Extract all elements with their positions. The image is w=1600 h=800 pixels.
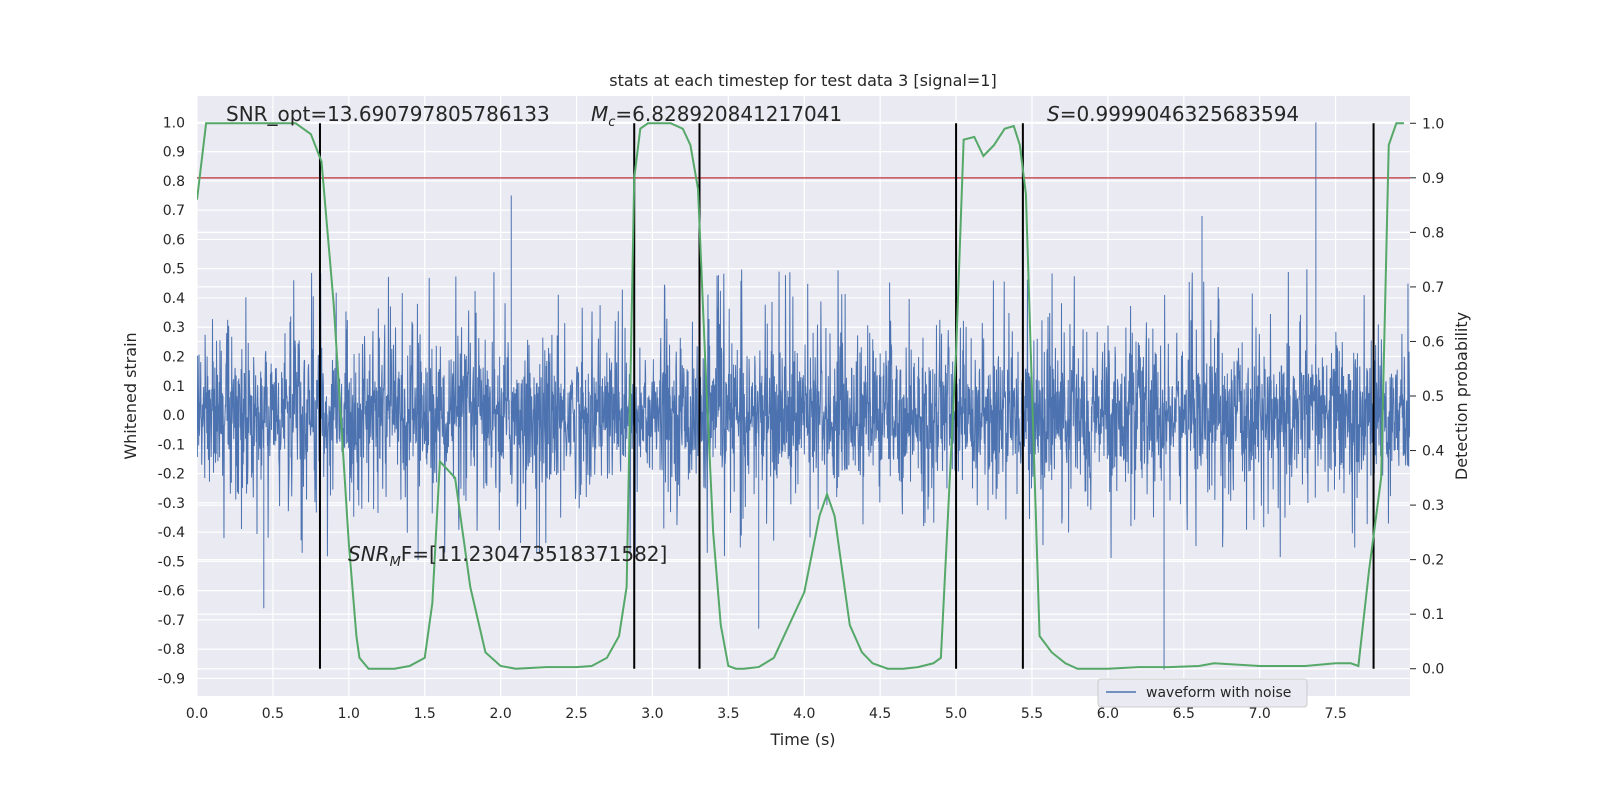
x-tick-label: 4.5 bbox=[869, 706, 891, 722]
y-tick-label: -0.9 bbox=[158, 671, 185, 687]
snrmf-value: F=[11.230473518371582] bbox=[401, 542, 668, 566]
snrmf-symbol: SNR bbox=[348, 542, 390, 566]
legend-box bbox=[1097, 678, 1308, 708]
s-symbol: S bbox=[1047, 102, 1060, 126]
y2-tick-label: 0.0 bbox=[1422, 662, 1444, 678]
probability-series bbox=[197, 122, 1404, 670]
x-tick-label: 3.0 bbox=[641, 706, 663, 722]
y-tick-label: -0.2 bbox=[158, 467, 185, 483]
y2-tick-label: 0.3 bbox=[1422, 498, 1444, 514]
waveform-with-noise-line bbox=[197, 122, 1410, 670]
x-tick-label: 3.5 bbox=[717, 706, 739, 722]
y-tick-label: 0.1 bbox=[163, 379, 185, 395]
y2-tick-label: 0.5 bbox=[1422, 389, 1444, 405]
y-tick-label: -0.3 bbox=[158, 496, 185, 512]
x-tick-label: 7.0 bbox=[1249, 706, 1271, 722]
y-tick-label: 0.8 bbox=[163, 174, 185, 190]
y-tick-label: -0.7 bbox=[158, 613, 185, 629]
y-tick-label: -0.8 bbox=[158, 642, 185, 658]
y-tick-label: 0.0 bbox=[163, 408, 185, 424]
x-axis-label: Time (s) bbox=[769, 730, 835, 749]
x-tick-label: 0.5 bbox=[262, 706, 284, 722]
mc-subscript: c bbox=[608, 115, 615, 130]
y2-tick-label: 0.8 bbox=[1422, 225, 1444, 241]
snr-opt-annotation: SNR_opt=13.690797805786133 bbox=[226, 102, 550, 126]
y2-tick-label: 1.0 bbox=[1422, 116, 1444, 132]
y2-axis-ticks: 1.0 0.9 0.8 0.7 0.6 0.5 0.4 0.3 0.2 0.1 0.0 bbox=[1410, 116, 1444, 678]
x-tick-label: 2.5 bbox=[565, 706, 587, 722]
detection-probability-line bbox=[197, 122, 1404, 670]
mc-symbol: M bbox=[591, 102, 608, 126]
y2-tick-label: 0.1 bbox=[1422, 607, 1444, 623]
y2-tick-label: 0.9 bbox=[1422, 171, 1444, 187]
y-tick-label: 0.5 bbox=[163, 262, 185, 278]
waveform-series bbox=[197, 122, 1410, 670]
y-tick-label: 0.7 bbox=[163, 203, 185, 219]
snrmf-subscript: M bbox=[390, 555, 401, 570]
x-tick-label: 1.0 bbox=[338, 706, 360, 722]
y-axis-label: Whitened strain bbox=[121, 332, 140, 459]
y-tick-label: -0.5 bbox=[158, 554, 185, 570]
x-tick-label: 7.5 bbox=[1324, 706, 1346, 722]
y-tick-label: 0.6 bbox=[163, 232, 185, 248]
y-tick-label: 1.0 bbox=[163, 115, 185, 131]
mc-value: =6.828920841217041 bbox=[615, 102, 842, 126]
x-tick-label: 0.0 bbox=[186, 706, 208, 722]
y2-tick-label: 0.7 bbox=[1422, 280, 1444, 296]
x-tick-label: 5.0 bbox=[945, 706, 967, 722]
x-tick-label: 6.0 bbox=[1097, 706, 1119, 722]
x-axis-ticks: 0.0 0.5 1.0 1.5 2.0 2.5 3.0 3.5 4.0 4.5 5.0 5.5 6.0 6… bbox=[186, 706, 1347, 722]
chart-title: stats at each timestep for test data 3 [… bbox=[609, 71, 996, 90]
x-tick-label: 4.0 bbox=[793, 706, 815, 722]
mc-annotation: Mc=6.828920841217041 bbox=[591, 102, 842, 130]
x-tick-label: 5.5 bbox=[1021, 706, 1043, 722]
x-tick-label: 2.0 bbox=[489, 706, 511, 722]
legend: waveform with noise bbox=[1097, 678, 1308, 708]
y-tick-label: -0.4 bbox=[158, 525, 185, 541]
y-tick-label: -0.1 bbox=[158, 437, 185, 453]
s-annotation: S=0.9999046325683594 bbox=[1047, 102, 1299, 126]
y2-tick-label: 0.2 bbox=[1422, 553, 1444, 569]
y-tick-label: 0.3 bbox=[163, 320, 185, 336]
y-axis-ticks: 1.0 0.9 0.8 0.7 0.6 0.5 0.4 0.3 0.2 0.1 0.0 -0.1 -0.… bbox=[158, 115, 185, 687]
y-tick-label: 0.2 bbox=[163, 349, 185, 365]
legend-label-waveform: waveform with noise bbox=[1146, 685, 1291, 701]
x-tick-label: 6.5 bbox=[1173, 706, 1195, 722]
x-tick-label: 1.5 bbox=[414, 706, 436, 722]
y2-tick-label: 0.4 bbox=[1422, 444, 1444, 460]
y-tick-label: -0.6 bbox=[158, 584, 185, 600]
y2-axis-label: Detection probability bbox=[1452, 312, 1471, 480]
y2-tick-label: 0.6 bbox=[1422, 334, 1444, 350]
y-tick-label: 0.9 bbox=[163, 145, 185, 161]
y-tick-label: 0.4 bbox=[163, 291, 185, 307]
snr-mf-annotation: SNRMF=[11.230473518371582] bbox=[348, 542, 667, 570]
s-value: =0.9999046325683594 bbox=[1060, 102, 1299, 126]
